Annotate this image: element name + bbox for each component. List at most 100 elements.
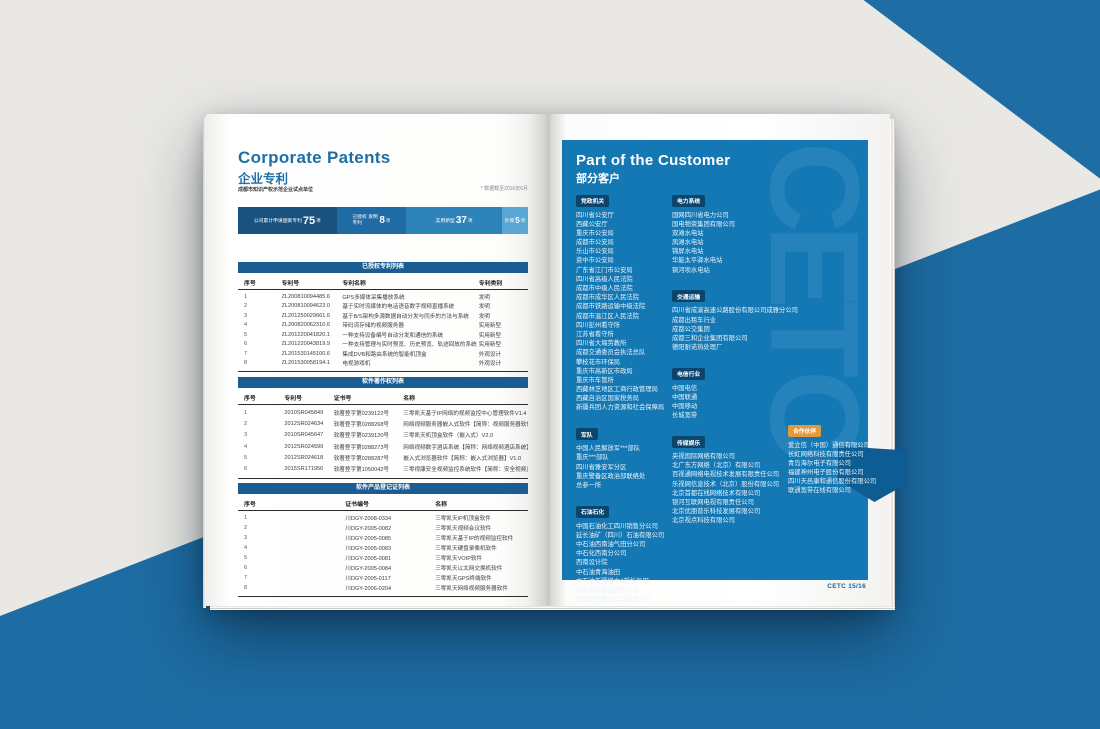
table-cell: 3: [244, 312, 248, 319]
note-data-date: * 数据截至2016年6月: [480, 186, 528, 192]
stat-design-patents: 外观 5 项: [501, 207, 528, 234]
table-row: 3 2010SR045647 软著登字第0239120号 三零凯天机顶盒软件（嵌入式）…: [238, 430, 528, 441]
customer-item: 攀枝花市环保局: [576, 358, 621, 366]
customer-item: 双滩水电站: [672, 229, 704, 237]
customer-item: 中石油西南油气田分公司: [576, 540, 646, 548]
table-cell: ZL201250029661.6: [281, 312, 331, 319]
stat-label: 已授权 发明专利: [352, 214, 378, 226]
customer-item: 成都市公安局: [576, 239, 614, 247]
software-product-registration-table: 软件产品登记证列表 序号 证书编号 名称 1 川DGY-2008-0334 三零凯天IP…: [238, 483, 528, 597]
customer-item: 中国移动: [672, 403, 698, 411]
table-cell: 实用新型: [478, 332, 502, 339]
customer-item: 中石油新疆塔中4凝析气田: [576, 577, 649, 585]
customer-item: 北广东方网络（北京）有限公司: [672, 462, 761, 470]
table-cell: 三零凯天IP机顶盒软件: [435, 516, 491, 522]
column-header: 专利名称: [342, 281, 366, 287]
right-page: CETC Part of the Customer 部分客户 党政机关 四川省公安…: [548, 114, 908, 606]
table-row: 2 川DGY-2005-0082 三零凯天视频会议软件: [238, 523, 528, 533]
table-row: 1 川DGY-2008-0334 三零凯天IP机顶盒软件: [238, 513, 528, 523]
table-row: 5 川DGY-2005-0081 三零凯天VOIP软件: [238, 553, 528, 563]
table-cell: 8: [244, 360, 248, 367]
table-cell: 川DGY-2005-0083: [345, 546, 392, 552]
table-cell: 2012SR024618: [284, 454, 324, 461]
customer-item: 成都出租车行业: [672, 316, 717, 324]
customer-item: 乐山市公安局: [576, 248, 614, 256]
software-copyright-table: 软件著作权列表 序号 专利号 证书号 名称 1 2010SR045849 软著登字第023…: [238, 377, 528, 479]
customer-item: 长虹网络科技有限责任公司: [788, 450, 864, 458]
customer-item: 四川省公安厅: [576, 211, 614, 219]
customer-item: 四川天邑康和通信股份有限公司: [788, 478, 877, 486]
table-body: 1 ZL200810094485.6 GPS多媒体采集播放系统 发明 2 ZL200810…: [238, 290, 528, 372]
table-cell: 三零凯天基于IP的视频监控软件: [435, 536, 514, 542]
customer-category: 传媒娱乐 央视国际网络有限公司 北广东方网络（北京）有限公司 百视通网络电视技术发展有…: [672, 432, 788, 526]
category-badge: 党政机关: [576, 194, 610, 207]
customer-item: 北京首都在线网络技术有限公司: [672, 489, 761, 497]
customer-item: 重庆市公安局: [576, 229, 614, 237]
customer-category: 交通运输 四川省成渝高速公路股份有限公司成雅分公司 成都出租车行业 成都公交集团 成都三…: [672, 286, 798, 352]
table-cell: 川DGY-2005-0081: [345, 556, 392, 562]
table-cell: 2012SR024599: [284, 443, 324, 450]
table-title: 已授权专利列表: [238, 262, 528, 273]
table-cell: 2015SR171956: [284, 466, 324, 473]
customer-list: 央视国际网络有限公司 北广东方网络（北京）有限公司 百视通网络电视技术发展有限责任公…: [672, 452, 788, 526]
table-row: 7 ZL201530145100.6 集成DVB和路由系统的智能机顶盒 外观设计: [238, 349, 528, 359]
customer-item: 联通宽带在线有限公司: [788, 487, 851, 495]
customer-item: 重庆市车管所: [576, 376, 614, 384]
customer-category: 电力系统 国网四川省电力公司 国电物资集团有限公司 双滩水电站 凤滩水电站 锦屏水电站 华能…: [672, 190, 788, 275]
customer-item: 四川省大堰劳教所: [576, 340, 627, 348]
customer-item: 四川省雅安军分区: [576, 463, 627, 471]
customer-item: 央视国际网络有限公司: [672, 453, 735, 460]
column-header: 专利号: [281, 281, 300, 287]
customer-item: 中国电信: [672, 384, 698, 392]
customer-list: 中国人民解放军***部队 重庆***部队 四川省雅安军分区 重庆警备区政治部联络处 总参…: [576, 444, 672, 490]
customer-item: 铜河坝水电站: [672, 266, 710, 274]
category-badge: 合作伙伴: [788, 424, 822, 437]
customer-item: 福建神州电子股份有限公司: [788, 469, 864, 477]
customer-list: 四川省公安厅 西藏公安厅 重庆市公安局 成都市公安局 乐山市公安局 资中市公安局 广东省江门…: [576, 211, 672, 413]
customer-item: 广东省江门市公安局: [576, 266, 633, 274]
table-row: 6 川DGY-2005-0084 三零凯天以太网交换机软件: [238, 563, 528, 573]
note-left: 成都市知识产权示范企业试点单位: [238, 187, 314, 193]
stat-unit: 项: [467, 217, 473, 223]
table-cell: 发明: [478, 304, 490, 311]
table-row: 2 2012SR024634 软著登字第0288268号 网络视频服务器嵌入式软件【简…: [238, 418, 528, 429]
table-cell: 2: [244, 525, 248, 531]
customer-item: 中国人民解放军***部队: [576, 445, 641, 453]
column-header: 名称: [403, 396, 416, 402]
stat-label: 公司累计申请国家专利: [253, 219, 302, 224]
table-row: 3 ZL201250029661.6 基于B/S架构多源数据自动分发与同步的方法与系…: [238, 311, 528, 321]
table-cell: 2: [244, 303, 248, 310]
customer-list: 中国电信 中国联通 中国移动 长城宽带: [672, 384, 788, 421]
table-cell: 网络视频数字酒店系统【简称：网络视频酒店系统】V1.0: [403, 444, 528, 451]
table-row: 6 2015SR171956 软著登字第1050042号 三零视康安全视频监控系统软件…: [238, 463, 528, 474]
customer-item: 成都市中级人民法院: [576, 285, 633, 292]
customer-item: 总参一所: [576, 481, 602, 489]
table-cell: 1: [244, 293, 248, 300]
table-cell: 2010SR045849: [284, 409, 324, 416]
table-cell: 软著登字第1050042号: [333, 467, 390, 474]
table-cell: 三零视康安全视频监控系统软件【简称：安全视频监控软件】V2.0: [403, 467, 528, 474]
table-body: 1 2010SR045849 软著登字第0239122号 三零凯天基于IP网络的视频监…: [238, 405, 528, 479]
page-stack-edge-left: [203, 117, 206, 608]
patent-stats-bar: 公司累计申请国家专利 75 项 已授权 发明专利 8 项 实用新型 37 项 外…: [238, 207, 528, 234]
table-cell: 3: [244, 432, 248, 439]
table-cell: 2010SR045647: [284, 432, 324, 439]
customer-item: 四川省高级人民法院: [576, 275, 633, 283]
stat-value: 75: [302, 214, 316, 227]
table-cell: 软著登字第0288268号: [333, 421, 390, 428]
table-cell: 三零凯天以太网交换机软件: [435, 566, 503, 572]
category-badge: 电力系统: [672, 194, 706, 207]
table-cell: 集成DVB和路由系统的智能机顶盒: [342, 351, 427, 358]
customer-list: 中国石油化工四川销售分公司 延长油矿（四川）石油有限公司 中石油西南油气田分公司 中石…: [576, 522, 672, 605]
table-cell: ZL200810094485.6: [281, 293, 331, 300]
page-title-en: Corporate Patents: [238, 148, 391, 167]
customer-item: 青岛海尔电子有限公司: [788, 459, 851, 467]
stat-unit: 项: [316, 217, 321, 223]
table-cell: 川DGY-2006-0204: [345, 586, 392, 592]
customer-item: 国网四川省电力公司: [672, 211, 729, 219]
stat-invention-patents: 已授权 发明专利 8 项: [336, 207, 407, 234]
table-cell: 三零凯天硬盘录像机软件: [435, 546, 497, 552]
table-row: 3 川DGY-2005-0085 三零凯天基于IP的视频监控软件: [238, 533, 528, 543]
stat-total-patents: 公司累计申请国家专利 75 项: [238, 207, 337, 234]
table-row: 6 ZL201220043819.9 一种支持管理与实时预览、历史预览、轨迹回放的系…: [238, 340, 528, 350]
